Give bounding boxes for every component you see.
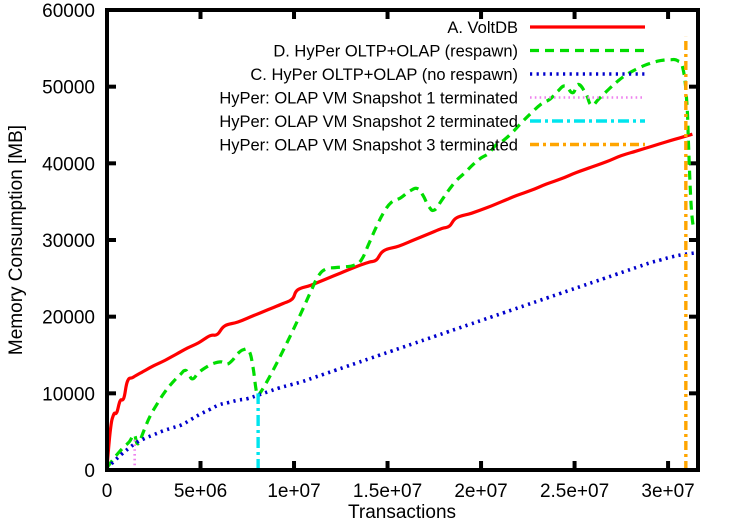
legend-label-1: D. HyPer OLTP+OLAP (respawn) (273, 43, 518, 61)
y-tick-label: 20000 (42, 308, 95, 329)
legend-label-4: HyPer: OLAP VM Snapshot 2 terminated (219, 113, 518, 131)
x-tick-label: 1e+07 (267, 481, 320, 502)
y-axis-tick-labels: 0 10000 20000 30000 40000 50000 60000 (42, 1, 95, 482)
x-tick-label: 2.5e+07 (540, 481, 609, 502)
x-axis-tick-labels: 0 5e+06 1e+07 1.5e+07 2e+07 2.5e+07 3e+07 (102, 481, 695, 502)
legend-label-2: C. HyPer OLTP+OLAP (no respawn) (250, 66, 518, 84)
y-tick-label: 30000 (42, 231, 95, 252)
x-tick-label: 3e+07 (641, 481, 694, 502)
x-tick-label: 5e+06 (174, 481, 227, 502)
x-tick-label: 1.5e+07 (353, 481, 422, 502)
y-tick-label: 50000 (42, 78, 95, 99)
series-line-2 (105, 251, 695, 470)
y-tick-label: 60000 (42, 1, 95, 22)
x-axis-label: Transactions (348, 502, 456, 523)
y-tick-label: 0 (84, 461, 95, 482)
series-layer (105, 36, 696, 470)
legend-label-3: HyPer: OLAP VM Snapshot 1 terminated (219, 90, 518, 108)
x-tick-label: 0 (102, 481, 113, 502)
chart-legend: A. VoltDB D. HyPer OLTP+OLAP (respawn) C. … (219, 19, 645, 155)
y-axis-label: Memory Consumption [MB] (6, 125, 27, 355)
legend-label-0: A. VoltDB (447, 19, 518, 37)
series-line-1 (105, 57, 696, 469)
series-line-0 (105, 132, 693, 468)
plot-frame (105, 8, 700, 472)
x-tick-label: 2e+07 (454, 481, 507, 502)
y-tick-label: 40000 (42, 154, 95, 175)
y-tick-label: 10000 (42, 384, 95, 405)
legend-label-5: HyPer: OLAP VM Snapshot 3 terminated (219, 137, 518, 155)
